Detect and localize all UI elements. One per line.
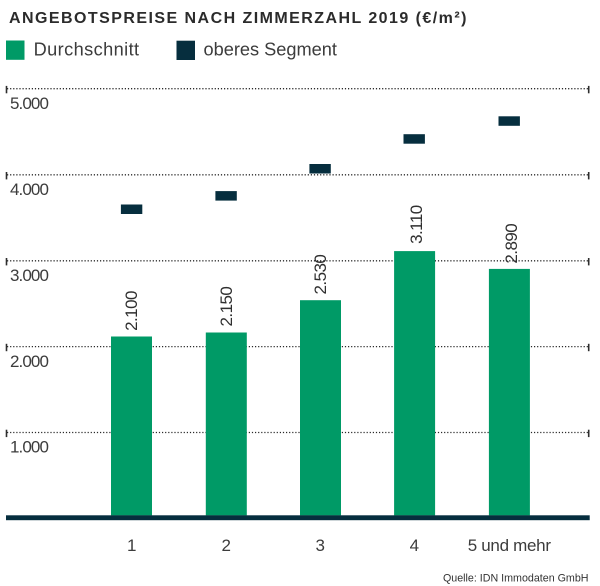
svg-text:2.150: 2.150 (217, 287, 236, 327)
svg-text:2.530: 2.530 (311, 255, 330, 295)
svg-text:5 und mehr: 5 und mehr (468, 536, 552, 555)
svg-text:1: 1 (127, 536, 136, 555)
svg-text:2.000: 2.000 (10, 352, 48, 371)
svg-text:oberes Segment: oberes Segment (204, 40, 337, 60)
svg-text:Durchschnitt: Durchschnitt (34, 40, 140, 60)
svg-text:3.000: 3.000 (10, 266, 48, 285)
svg-text:2.100: 2.100 (122, 291, 141, 331)
svg-text:1.000: 1.000 (10, 438, 48, 457)
svg-text:4: 4 (410, 536, 419, 555)
svg-text:ANGEBOTSPREISE NACH ZIMMERZAHL: ANGEBOTSPREISE NACH ZIMMERZAHL 2019 (€/m… (9, 10, 468, 27)
svg-text:2.890: 2.890 (502, 224, 521, 264)
svg-text:3.110: 3.110 (407, 205, 426, 244)
svg-text:3: 3 (316, 536, 325, 555)
svg-text:2: 2 (222, 536, 231, 555)
svg-text:5.000: 5.000 (10, 94, 48, 113)
svg-text:Quelle: IDN Immodaten GmbH: Quelle: IDN Immodaten GmbH (443, 573, 589, 585)
svg-text:4.000: 4.000 (10, 180, 48, 199)
